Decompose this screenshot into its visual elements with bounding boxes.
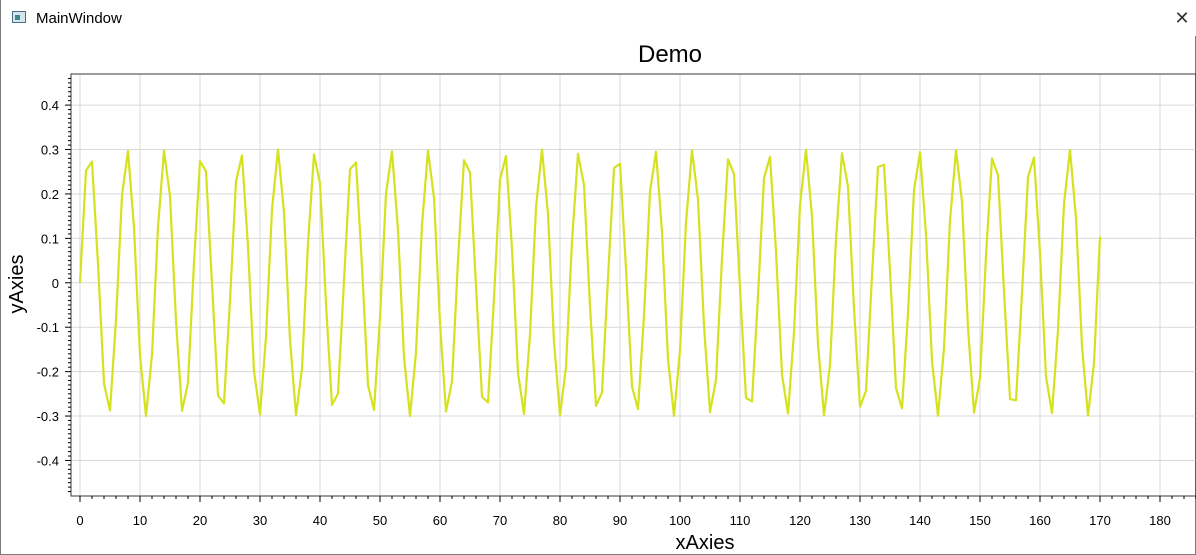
x-axis-label: xAxies — [676, 532, 735, 554]
close-icon[interactable]: ✕ — [1174, 8, 1190, 28]
y-tick-label: 0 — [52, 276, 59, 291]
plot-area — [70, 73, 1196, 497]
y-tick-label: 0.3 — [41, 143, 59, 158]
x-tick-label: 120 — [789, 513, 811, 528]
app-window-icon — [12, 11, 26, 23]
x-tick-label: 140 — [909, 513, 931, 528]
series-layer — [78, 148, 1102, 418]
x-tick-label: 160 — [1029, 513, 1051, 528]
x-tick-label: 30 — [253, 513, 267, 528]
x-tick-label: 180 — [1149, 513, 1171, 528]
series-line-0 — [78, 148, 1102, 418]
x-tick-label: 100 — [669, 513, 691, 528]
x-tick-label: 80 — [553, 513, 567, 528]
y-tick-label: -0.3 — [37, 409, 59, 424]
title-bar[interactable]: MainWindow ✕ — [1, 0, 1196, 36]
axes: 0 10 20 30 40 50 60 70 80 90 100 110 120 130 140 150 160… — [37, 77, 1196, 528]
x-tick-label: 130 — [849, 513, 871, 528]
x-tick-label: 110 — [730, 513, 751, 528]
x-tick-label: 20 — [193, 513, 207, 528]
y-tick-label: 0.4 — [41, 98, 59, 113]
x-tick-label: 40 — [313, 513, 327, 528]
y-tick-label: 0.1 — [41, 231, 59, 246]
y-tick-label: 0.2 — [41, 187, 59, 202]
y-axis-label: yAxies — [6, 255, 28, 314]
x-tick-label: 0 — [76, 513, 83, 528]
grid-lines — [71, 74, 1196, 496]
chart-title: Demo — [638, 41, 702, 68]
x-tick-label: 170 — [1089, 513, 1111, 528]
x-tick-label: 150 — [969, 513, 991, 528]
y-tick-label: -0.2 — [37, 365, 59, 380]
y-tick-label: -0.1 — [37, 320, 59, 335]
x-tick-label: 50 — [373, 513, 387, 528]
x-tick-label: 10 — [133, 513, 147, 528]
x-tick-label: 70 — [493, 513, 507, 528]
window-title: MainWindow — [36, 10, 122, 27]
y-tick-label: -0.4 — [37, 453, 59, 468]
x-tick-label: 60 — [433, 513, 447, 528]
x-tick-label: 90 — [613, 513, 627, 528]
